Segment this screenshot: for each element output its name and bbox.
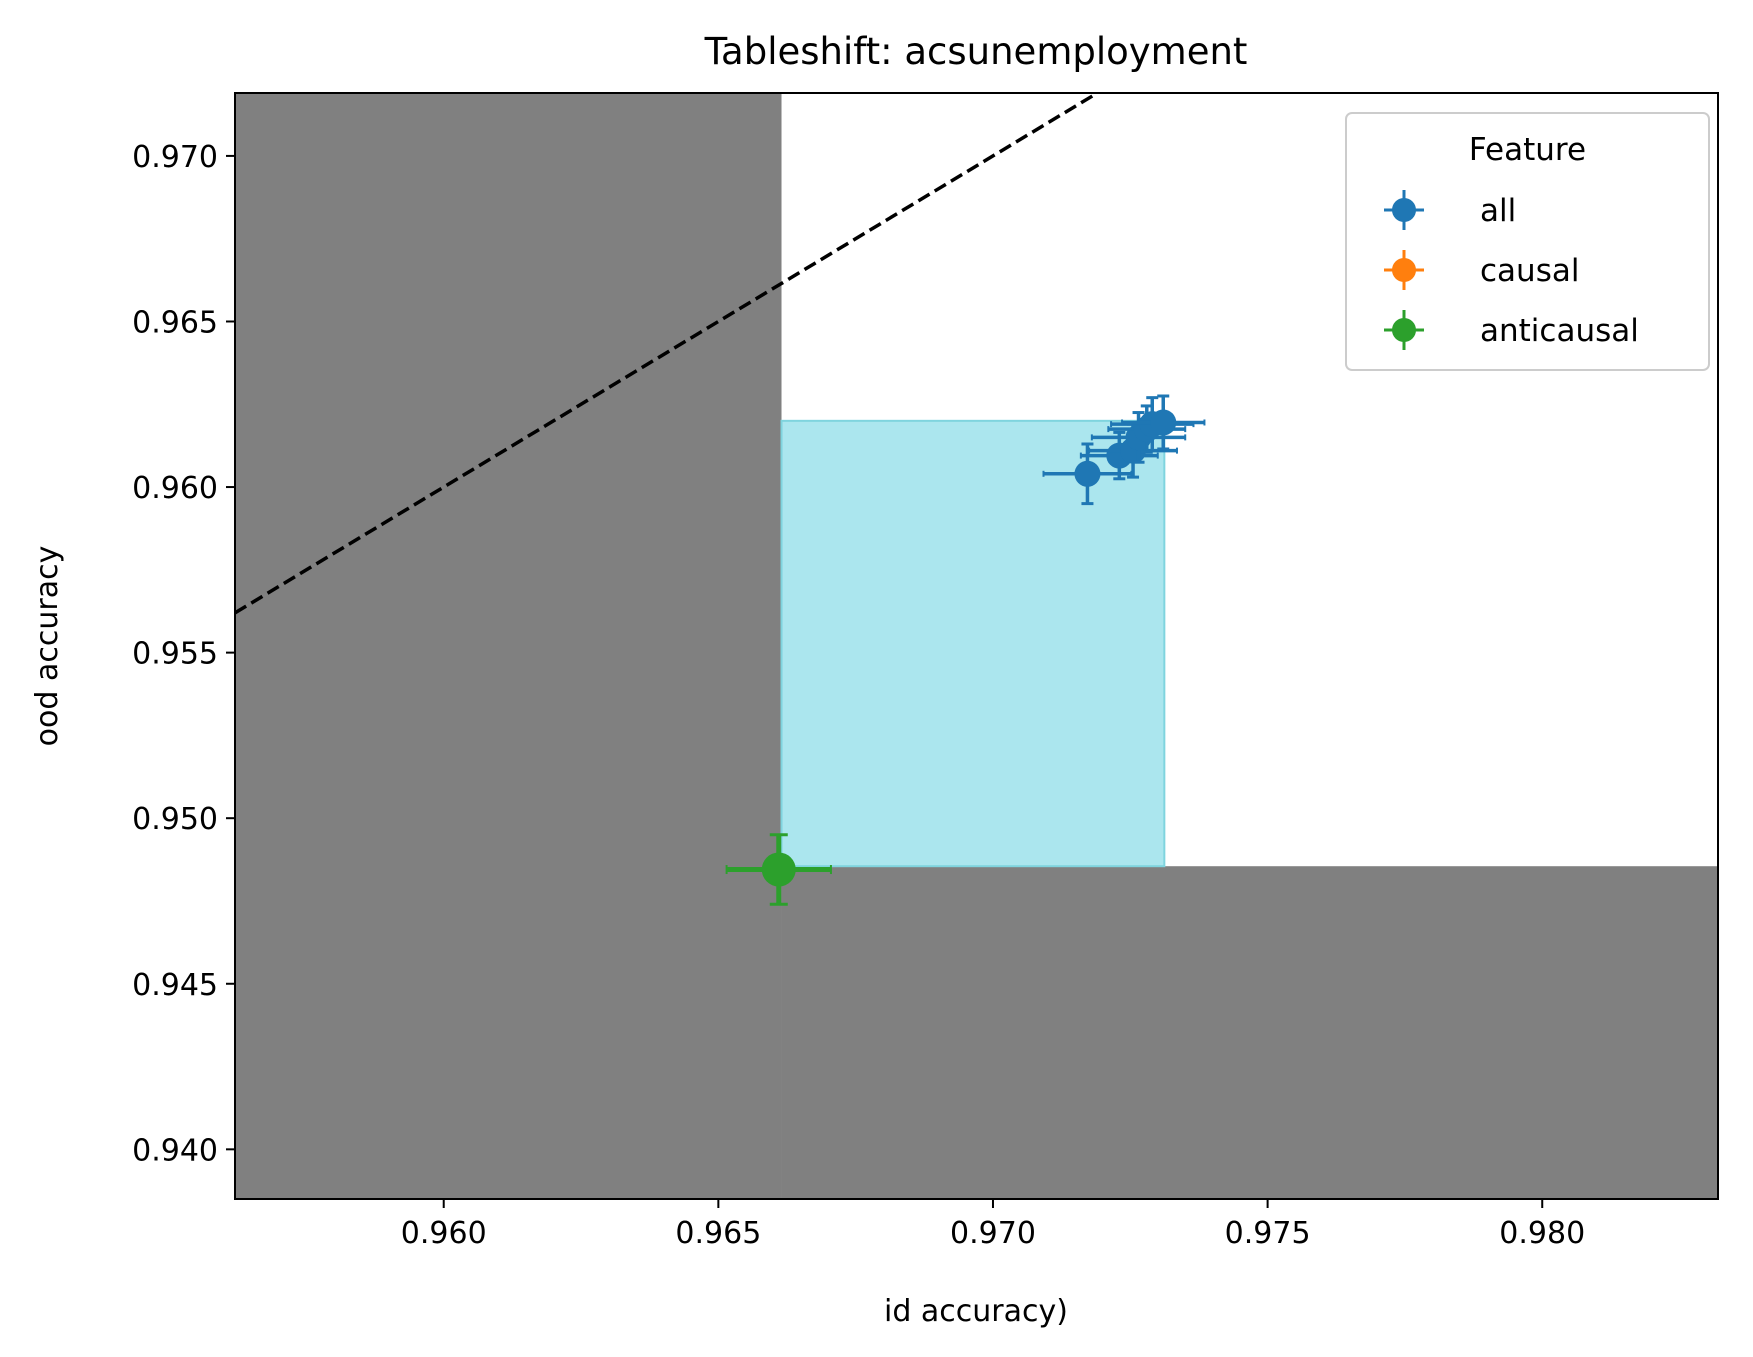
reference-line <box>234 91 1099 615</box>
x-tick-label: 0.970 <box>950 1216 1036 1251</box>
y-tick-label: 0.970 <box>132 140 218 175</box>
plot-frame <box>234 92 1719 1200</box>
legend-label: causal <box>1480 253 1579 289</box>
legend-entry-anticausal: anticausal <box>1384 310 1639 350</box>
y-axis-label: ood accuracy <box>30 546 65 747</box>
legend-title: Feature <box>1469 132 1586 168</box>
all-marker <box>1150 409 1177 436</box>
legend-box <box>1345 112 1710 371</box>
shaded-region-3 <box>780 419 1166 868</box>
x-axis-label: id accuracy) <box>884 1294 1068 1329</box>
x-tick-label: 0.965 <box>675 1216 761 1251</box>
legend-entry-causal: causal <box>1384 250 1579 290</box>
legend-entry-all: all <box>1384 190 1516 230</box>
legend: Feature all causal anticausal <box>1345 112 1710 371</box>
legend-label: all <box>1480 193 1516 229</box>
anticausal-point-1 <box>725 833 832 906</box>
x-tick-label: 0.975 <box>1225 1216 1311 1251</box>
all-marker <box>1074 460 1101 487</box>
y-tick-label: 0.945 <box>132 968 218 1003</box>
reference-line-group <box>234 91 1099 615</box>
shaded-region-1 <box>235 93 782 1199</box>
data-points <box>725 394 1206 906</box>
x-tick-label: 0.960 <box>401 1216 487 1251</box>
y-tick-label: 0.955 <box>132 637 218 672</box>
anticausal-marker <box>761 852 796 887</box>
legend-label: anticausal <box>1480 313 1639 349</box>
y-tick-label: 0.965 <box>132 305 218 340</box>
legend-marker <box>1392 318 1416 342</box>
shaded-region-2 <box>781 866 1718 1199</box>
y-tick-label: 0.950 <box>132 802 218 837</box>
all-point-7 <box>1121 394 1206 451</box>
legend-marker <box>1392 198 1416 222</box>
x-axis-ticks: 0.960 0.965 0.970 0.975 0.980 <box>401 1199 1585 1251</box>
chart-title: Tableshift: acsunemployment <box>704 30 1248 73</box>
y-tick-label: 0.940 <box>132 1133 218 1168</box>
y-axis-ticks: 0.940 0.945 0.950 0.955 0.960 0.965 0.970 <box>132 140 235 1168</box>
x-tick-label: 0.980 <box>1499 1216 1585 1251</box>
shaded-regions <box>235 93 1718 1199</box>
legend-marker <box>1392 258 1416 282</box>
y-tick-label: 0.960 <box>132 471 218 506</box>
